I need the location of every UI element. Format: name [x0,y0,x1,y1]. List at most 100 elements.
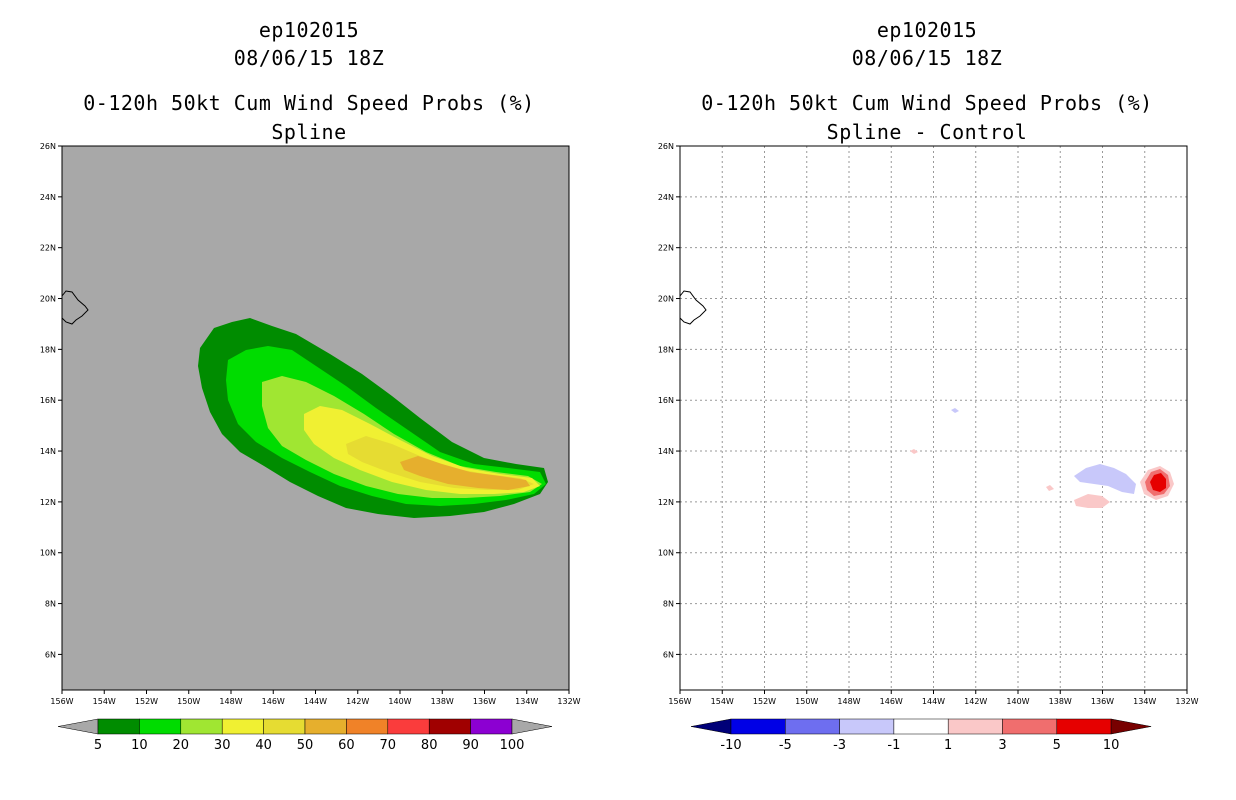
colorbar-under-arrow [57,718,99,735]
colorbar-swatch [139,718,182,735]
y-tick-label: 16N [40,396,56,405]
x-tick-label: 138W [1049,697,1072,706]
y-tick-label: 18N [40,345,56,354]
x-tick-label: 156W [50,697,73,706]
y-tick-label: 10N [40,549,56,558]
right-colorbar: -10 -5 -3 -1 1 3 5 10 [690,718,1152,753]
hawaii-coastline [61,290,89,325]
x-tick-label: 138W [431,697,454,706]
colorbar-swatch [785,718,840,735]
x-tick-label: 146W [262,697,285,706]
y-tick-label: 22N [40,244,56,253]
colorbar-label: 70 [380,738,397,753]
x-tick-label: 142W [346,697,369,706]
colorbar-label: 90 [462,738,479,753]
colorbar-swatch [263,718,306,735]
diff-blob-pos-d-inner [1150,473,1166,492]
y-tick-label: 12N [658,498,674,507]
right-difference-blobs [910,408,1174,508]
colorbar-label: 100 [500,738,525,753]
right-title-date: 08/06/15 18Z [851,46,1003,70]
contour-30 [304,406,540,494]
x-tick-label: 142W [964,697,987,706]
left-x-axis: 156W 154W 152W 150W 148W 146W 144W 142W 140W 138W… [50,690,581,706]
colorbar-label: 1 [944,738,952,753]
colorbar-label: -3 [833,738,846,753]
y-tick-label: 20N [658,295,674,304]
colorbar-swatch [893,718,949,735]
diff-blob-pos-a [910,449,918,454]
colorbar-swatch [428,718,471,735]
colorbar-label: 20 [173,738,190,753]
y-tick-label: 6N [45,650,56,659]
x-tick-label: 132W [1175,697,1198,706]
left-colorbar: 5 10 20 30 40 50 60 70 80 90 100 [57,718,553,753]
x-tick-label: 140W [388,697,411,706]
x-tick-label: 144W [304,697,327,706]
x-tick-label: 148W [219,697,242,706]
colorbar-label: 10 [131,738,148,753]
x-tick-label: 134W [515,697,538,706]
colorbar-label: 10 [1103,738,1120,753]
contour-20 [262,376,542,498]
colorbar-under-arrow [690,718,732,735]
y-tick-label: 22N [658,244,674,253]
x-tick-label: 148W [837,697,860,706]
y-tick-label: 10N [658,549,674,558]
colorbar-swatch [97,718,140,735]
diff-blob-pos-c [1074,494,1110,508]
y-tick-label: 20N [40,295,56,304]
x-tick-label: 152W [753,697,776,706]
y-tick-label: 8N [45,600,56,609]
x-tick-label: 150W [177,697,200,706]
x-tick-label: 136W [1091,697,1114,706]
y-tick-label: 14N [40,447,56,456]
colorbar-swatch [346,718,389,735]
x-tick-label: 154W [93,697,116,706]
left-panel: ep102015 08/06/15 18Z 0-120h 50kt Cum Wi… [40,18,581,753]
x-tick-label: 150W [795,697,818,706]
x-tick-label: 136W [473,697,496,706]
left-title-product: 0-120h 50kt Cum Wind Speed Probs (%) [83,91,535,115]
x-tick-label: 132W [557,697,580,706]
left-title-date: 08/06/15 18Z [233,46,385,70]
colorbar-swatch [470,718,513,735]
diff-blob-neg-b [1074,464,1136,494]
right-panel: ep102015 08/06/15 18Z 0-120h 50kt Cum Wi… [618,0,1236,800]
colorbar-swatch [1056,718,1112,735]
left-title-method: Spline [271,120,347,144]
colorbar-label: 3 [998,738,1006,753]
y-tick-label: 8N [663,600,674,609]
left-map: 156W 154W 152W 150W 148W 146W 144W 142W 140W 138W… [40,142,581,753]
right-title-storm: ep102015 [876,18,978,42]
colorbar-label: 5 [1053,738,1061,753]
colorbar-label: -1 [887,738,900,753]
colorbar-swatch [947,718,1003,735]
colorbar-label: 40 [255,738,272,753]
y-tick-label: 24N [40,193,56,202]
right-title-method: Spline - Control [826,120,1028,144]
diff-blob-neg-a [951,408,959,413]
right-map: 156W 154W 152W 150W 148W 146W 144W 142W 140W 138W… [658,142,1199,753]
colorbar-swatch [1002,718,1058,735]
x-tick-label: 156W [668,697,691,706]
colorbar-label: 5 [94,738,102,753]
colorbar-swatch [221,718,264,735]
x-tick-label: 144W [922,697,945,706]
x-tick-label: 140W [1006,697,1029,706]
y-tick-label: 26N [40,142,56,151]
left-probability-swath [198,318,548,518]
right-title-product: 0-120h 50kt Cum Wind Speed Probs (%) [701,91,1153,115]
colorbar-swatch [839,718,895,735]
y-tick-label: 14N [658,447,674,456]
y-tick-label: 26N [658,142,674,151]
right-y-axis: 6N 8N 10N 12N 14N 16N 18N 20N 22N 24N 26N [658,142,680,659]
x-tick-label: 134W [1133,697,1156,706]
colorbar-label: 30 [214,738,231,753]
colorbar-label: 80 [421,738,438,753]
colorbar-label: -10 [720,738,741,753]
right-gridlines [680,146,1187,690]
x-tick-label: 146W [880,697,903,706]
right-x-axis: 156W 154W 152W 150W 148W 146W 144W 142W 140W 138W… [668,690,1199,706]
colorbar-label: 60 [338,738,355,753]
